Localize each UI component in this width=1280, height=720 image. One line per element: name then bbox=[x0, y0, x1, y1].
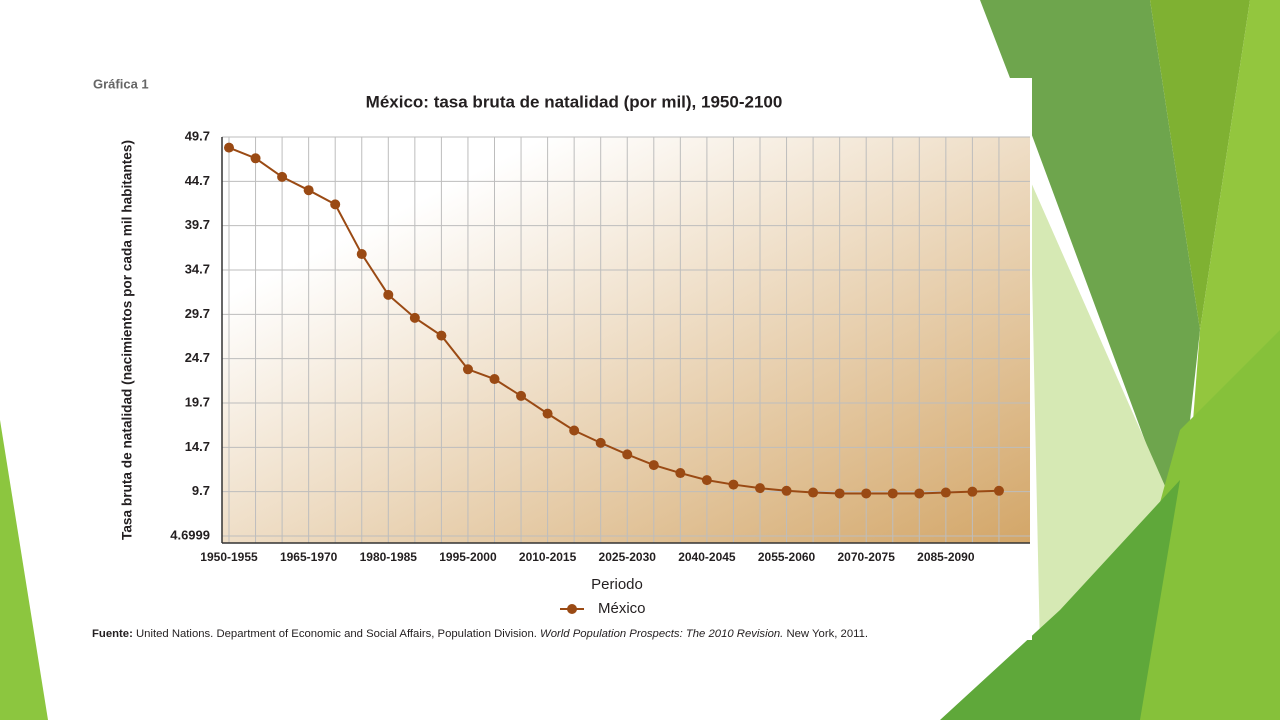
point bbox=[993, 485, 1004, 496]
shape bbox=[1150, 0, 1250, 330]
chart-label: Gráfica 1 bbox=[93, 76, 149, 91]
source-label: Fuente: bbox=[92, 628, 133, 640]
y-tick-label: 39.7 bbox=[185, 217, 210, 232]
point bbox=[356, 249, 367, 260]
legend-label: México bbox=[598, 600, 646, 617]
chart-title: México: tasa bruta de natalidad (por mil… bbox=[366, 92, 783, 111]
y-tick-label: 24.7 bbox=[185, 350, 210, 365]
left-strip bbox=[0, 420, 48, 720]
point bbox=[967, 486, 978, 497]
y-tick-label: 49.7 bbox=[185, 128, 210, 143]
point bbox=[940, 487, 951, 498]
y-axis-label: Tasa bruta de natalidad (nacimientos por… bbox=[119, 140, 135, 540]
source-publication: World Population Prospects: The 2010 Rev… bbox=[540, 628, 783, 640]
point bbox=[755, 483, 765, 494]
point bbox=[595, 437, 606, 448]
point bbox=[330, 199, 341, 210]
x-tick-label: 2010-2015 bbox=[519, 550, 577, 564]
point bbox=[409, 312, 420, 323]
point bbox=[861, 488, 872, 499]
point bbox=[834, 488, 845, 499]
legend-marker bbox=[567, 604, 577, 614]
point bbox=[569, 425, 580, 436]
x-tick-label: 1995-2000 bbox=[439, 550, 497, 564]
point bbox=[489, 374, 500, 385]
point bbox=[887, 488, 898, 499]
x-tick-label: 2040-2045 bbox=[678, 550, 736, 564]
point bbox=[383, 289, 394, 300]
x-tick-label: 1950-1955 bbox=[200, 550, 258, 564]
x-axis-label: Periodo bbox=[591, 576, 643, 593]
x-tick-label: 1980-1985 bbox=[360, 550, 418, 564]
source-place: New York, 2011. bbox=[786, 628, 868, 640]
y-tick-label: 44.7 bbox=[185, 173, 210, 188]
x-tick-label: 2055-2060 bbox=[758, 550, 816, 564]
source-text: United Nations. Department of Economic a… bbox=[136, 628, 537, 640]
shape bbox=[940, 480, 1180, 720]
point bbox=[462, 364, 473, 375]
point bbox=[728, 479, 739, 490]
point bbox=[277, 171, 288, 182]
x-tick-label: 1965-1970 bbox=[280, 550, 338, 564]
y-tick-label: 34.7 bbox=[185, 261, 210, 276]
source: Fuente: United Nations. Department of Ec… bbox=[92, 628, 868, 640]
x-tick-label: 2070-2075 bbox=[838, 550, 896, 564]
plot-area bbox=[222, 137, 1030, 543]
x-tick-label: 2025-2030 bbox=[599, 550, 657, 564]
x-tick-label: 2085-2090 bbox=[917, 550, 975, 564]
point bbox=[303, 185, 314, 196]
point bbox=[781, 485, 792, 496]
y-tick-label: 4.6999 bbox=[170, 527, 210, 542]
point bbox=[622, 449, 633, 460]
y-tick-label: 9.7 bbox=[192, 483, 210, 498]
point bbox=[808, 487, 819, 498]
point bbox=[224, 142, 234, 153]
y-tick-label: 14.7 bbox=[185, 439, 210, 454]
point bbox=[516, 390, 527, 401]
point bbox=[701, 475, 712, 486]
point bbox=[648, 460, 659, 471]
point bbox=[250, 153, 261, 164]
y-tick-label: 19.7 bbox=[185, 394, 210, 409]
point bbox=[436, 330, 447, 341]
point bbox=[675, 468, 686, 479]
shape bbox=[980, 0, 1200, 530]
point bbox=[914, 488, 925, 499]
y-tick-label: 29.7 bbox=[185, 306, 210, 321]
point bbox=[542, 408, 553, 419]
